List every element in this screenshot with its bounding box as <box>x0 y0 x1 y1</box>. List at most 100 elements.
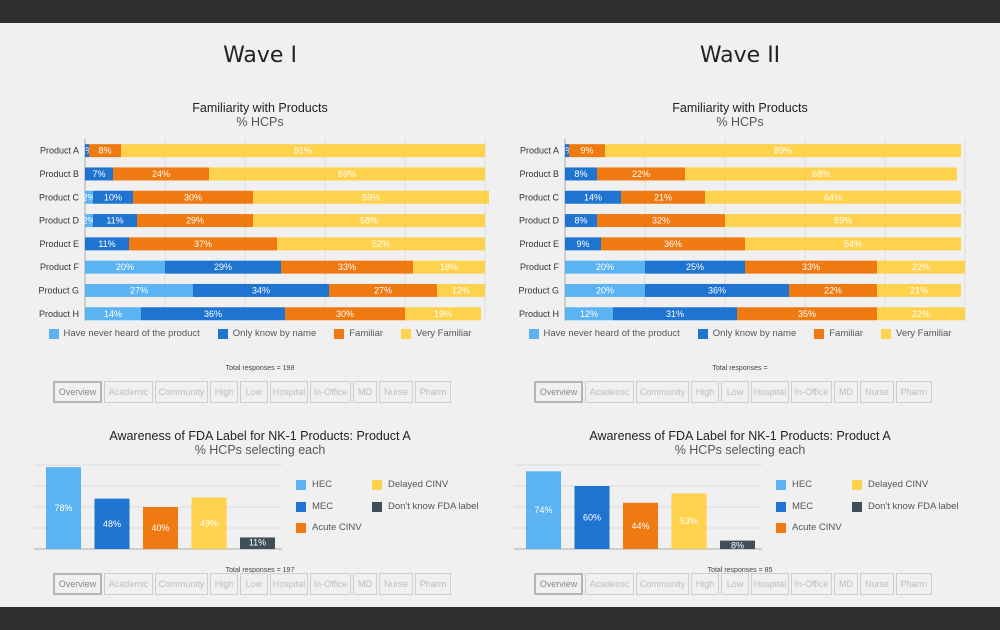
bar-segment <box>413 260 485 274</box>
legend-label: Don't know FDA label <box>868 501 959 512</box>
filter-button-low[interactable]: Low <box>721 573 749 595</box>
legend-item-very[interactable]: Very Familiar <box>881 328 951 339</box>
filter-button-academic[interactable]: Academic <box>104 573 153 595</box>
wave-2-column: Wave II Familiarity with Products % HCPs… <box>500 23 980 607</box>
bar-segment <box>165 260 281 274</box>
filter-button-pharm[interactable]: Pharm <box>896 381 932 403</box>
awareness-title-1: Awareness of FDA Label for NK-1 Products… <box>20 429 500 457</box>
data-label: 30% <box>184 192 202 202</box>
filter-button-in-office[interactable]: In-Office <box>310 573 351 595</box>
data-label: 25% <box>686 262 704 272</box>
bar-segment <box>329 283 437 297</box>
legend-item-never[interactable]: Have never heard of the product <box>528 328 680 339</box>
filter-button-low[interactable]: Low <box>240 381 268 403</box>
bar-segment <box>85 283 193 297</box>
data-label: 36% <box>708 285 726 295</box>
legend-item-delayed-cinv[interactable]: Delayed CINV <box>372 479 448 490</box>
legend-swatch <box>776 522 786 533</box>
wave-1-title: Wave I <box>223 43 297 68</box>
filter-button-md[interactable]: MD <box>834 573 858 595</box>
legend-item-hec[interactable]: HEC <box>776 479 812 490</box>
filter-button-overview[interactable]: Overview <box>53 381 102 403</box>
filter-button-community[interactable]: Community <box>636 381 689 403</box>
bar <box>46 467 81 549</box>
data-label: 35% <box>798 309 816 319</box>
filter-buttons-bottom-wave-2: Overview Academic Community High Low Hos… <box>534 573 932 595</box>
legend-label: Delayed CINV <box>388 479 449 490</box>
legend-item-name-only[interactable]: Only know by name <box>697 328 796 339</box>
bar-segment <box>877 283 961 297</box>
filter-button-overview[interactable]: Overview <box>534 381 583 403</box>
legend-item-dont-know[interactable]: Don't know FDA label <box>852 501 959 512</box>
filter-button-overview[interactable]: Overview <box>534 573 583 595</box>
filter-button-low[interactable]: Low <box>721 381 749 403</box>
filter-button-low[interactable]: Low <box>240 573 268 595</box>
filter-button-hospital[interactable]: Hospital <box>751 381 789 403</box>
data-label: 27% <box>374 285 392 295</box>
data-label: 8% <box>98 146 111 156</box>
filter-button-community[interactable]: Community <box>155 381 208 403</box>
legend-item-very[interactable]: Very Familiar <box>401 328 471 339</box>
data-label: 18% <box>440 262 458 272</box>
dashboard-panel: Wave I Familiarity with Products % HCPs … <box>0 23 1000 607</box>
data-label: 10% <box>104 192 122 202</box>
legend-label: Very Familiar <box>416 328 472 339</box>
filter-button-md[interactable]: MD <box>353 381 377 403</box>
filter-button-academic[interactable]: Academic <box>585 573 634 595</box>
legend-item-name-only[interactable]: Only know by name <box>217 328 316 339</box>
data-label: 48% <box>103 519 121 529</box>
filter-button-in-office[interactable]: In-Office <box>791 381 832 403</box>
data-label: 11% <box>98 239 115 249</box>
data-label: 49% <box>200 518 218 528</box>
filter-button-pharm[interactable]: Pharm <box>896 573 932 595</box>
filter-button-overview[interactable]: Overview <box>53 573 102 595</box>
legend-label: HEC <box>792 479 813 490</box>
legend-item-never[interactable]: Have never heard of the product <box>48 328 200 339</box>
legend-item-acute-cinv[interactable]: Acute CINV <box>296 522 362 533</box>
filter-button-high[interactable]: High <box>691 573 719 595</box>
filter-button-md[interactable]: MD <box>353 573 377 595</box>
legend-item-familiar[interactable]: Familiar <box>334 328 383 339</box>
data-label: 32% <box>652 216 670 226</box>
data-label: 22% <box>824 285 842 295</box>
legend-item-hec[interactable]: HEC <box>296 479 332 490</box>
awareness-subtitle: % HCPs selecting each <box>674 443 806 457</box>
awareness-chart-wave-1: 78%48%40%49%11%Product A <box>34 464 282 550</box>
filter-button-community[interactable]: Community <box>155 573 208 595</box>
legend-swatch <box>528 328 539 339</box>
data-label: 36% <box>204 309 222 319</box>
data-label: 53% <box>680 516 698 526</box>
filter-button-in-office[interactable]: In-Office <box>310 381 351 403</box>
bar-segment <box>85 237 129 251</box>
bottom-bar <box>0 607 1000 630</box>
filter-button-high[interactable]: High <box>691 381 719 403</box>
data-label: 11% <box>249 537 266 547</box>
filter-button-in-office[interactable]: In-Office <box>791 573 832 595</box>
filter-button-academic[interactable]: Academic <box>585 381 634 403</box>
filter-button-md[interactable]: MD <box>834 381 858 403</box>
filter-button-nurse[interactable]: Nurse <box>379 573 413 595</box>
legend-swatch <box>372 479 382 490</box>
filter-button-hospital[interactable]: Hospital <box>751 573 789 595</box>
legend-item-acute-cinv[interactable]: Acute CINV <box>776 522 842 533</box>
filter-button-nurse[interactable]: Nurse <box>860 381 894 403</box>
bar-segment <box>705 190 961 204</box>
filter-button-academic[interactable]: Academic <box>104 381 153 403</box>
filter-button-pharm[interactable]: Pharm <box>415 381 451 403</box>
legend-item-mec[interactable]: MEC <box>776 501 813 512</box>
filter-button-pharm[interactable]: Pharm <box>415 573 451 595</box>
filter-button-nurse[interactable]: Nurse <box>379 381 413 403</box>
filter-button-high[interactable]: High <box>210 381 238 403</box>
filter-button-community[interactable]: Community <box>636 573 689 595</box>
awareness-title-text: Awareness of FDA Label for NK-1 Products… <box>109 429 411 443</box>
legend-item-dont-know[interactable]: Don't know FDA label <box>372 501 479 512</box>
filter-button-hospital[interactable]: Hospital <box>270 381 308 403</box>
bar-segment <box>121 144 485 158</box>
filter-button-high[interactable]: High <box>210 573 238 595</box>
legend-item-familiar[interactable]: Familiar <box>814 328 863 339</box>
legend-item-mec[interactable]: MEC <box>296 501 333 512</box>
category-label: Product D <box>39 216 80 226</box>
filter-button-hospital[interactable]: Hospital <box>270 573 308 595</box>
filter-button-nurse[interactable]: Nurse <box>860 573 894 595</box>
legend-item-delayed-cinv[interactable]: Delayed CINV <box>852 479 928 490</box>
